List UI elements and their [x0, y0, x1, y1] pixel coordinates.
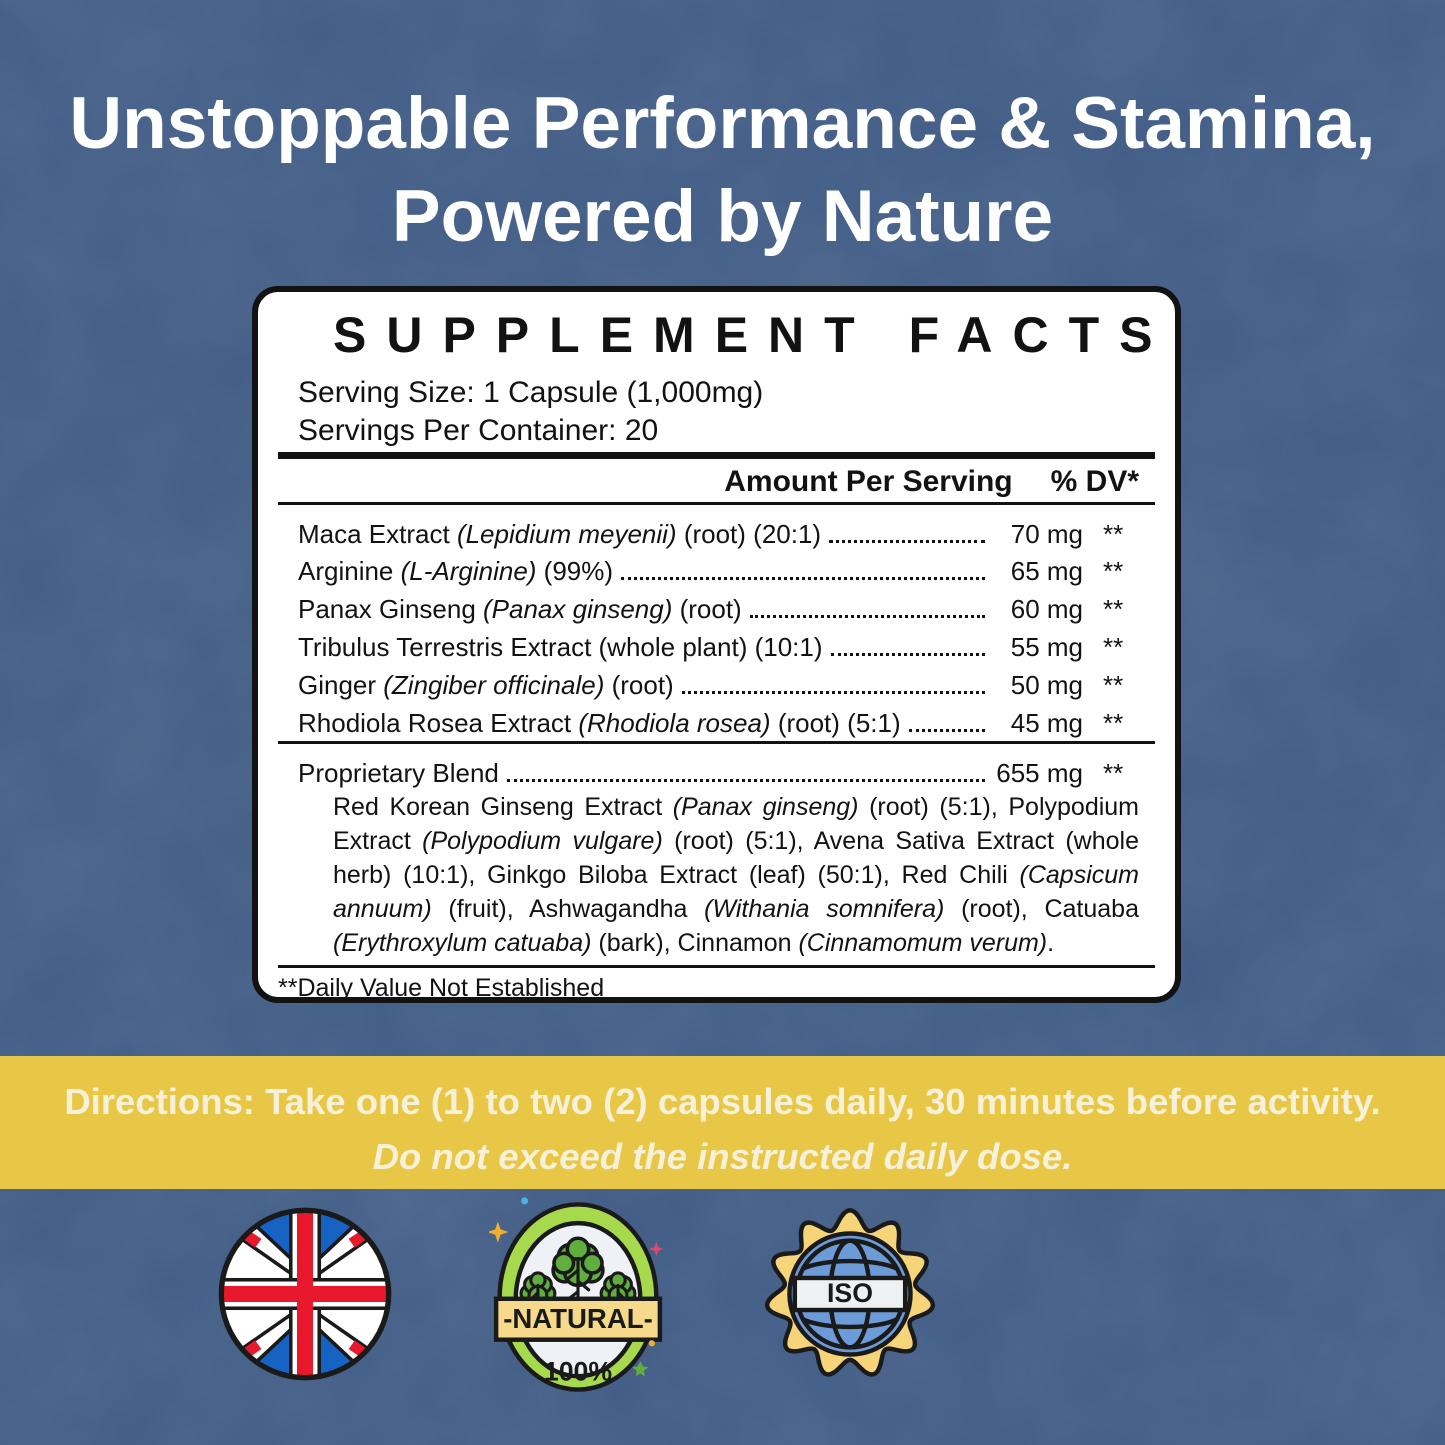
svg-text:100%: 100% [544, 1357, 613, 1387]
svg-text:-NATURAL-: -NATURAL- [503, 1303, 653, 1334]
svg-text:ISO: ISO [827, 1278, 873, 1308]
